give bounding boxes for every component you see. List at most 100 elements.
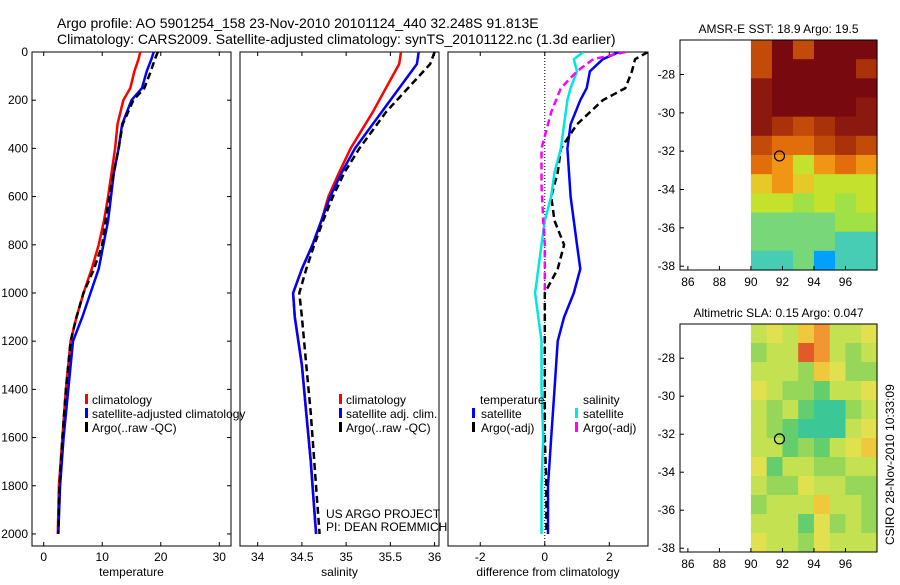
y-tick-label: 600: [8, 190, 28, 204]
heatmap-cell: [813, 250, 836, 271]
salinity-plot-frame: [239, 51, 440, 547]
timestamp-stamp: CSIRO 28-Nov-2010 10:33:09: [883, 384, 897, 545]
legend-swatch-argo: [85, 422, 88, 432]
heatmap-cell: [798, 438, 815, 458]
y-tick-label: -38: [658, 541, 676, 555]
series-line-temperature-argo-adj: [543, 52, 648, 534]
heatmap-cell: [855, 231, 878, 252]
salinity-panel: 34 34.5 35 35.5 36 salinity: [239, 51, 442, 579]
heatmap-cell: [771, 135, 794, 156]
heatmap-cell: [855, 78, 878, 99]
pi-credit: PI: DEAN ROEMMICH: [326, 520, 447, 534]
heatmap-cell: [845, 533, 862, 553]
heatmap-cell: [750, 193, 773, 214]
x-tick-label: 96: [839, 557, 853, 571]
heatmap-cell: [766, 362, 784, 382]
heatmap-cell: [792, 97, 815, 118]
y-tick-label: 1400: [1, 382, 28, 396]
heatmap-cell: [845, 343, 862, 363]
heatmap-cell: [845, 362, 862, 382]
x-tick-label: -2: [475, 550, 486, 564]
heatmap-cell: [855, 212, 878, 233]
legend-label-temp-satellite: satellite: [481, 407, 522, 421]
heatmap-cell: [766, 381, 784, 401]
heatmap-cell: [792, 250, 815, 271]
heatmap-cell: [771, 193, 794, 214]
heatmap-cell: [798, 324, 815, 344]
series-line-salinity-satellite: [533, 52, 585, 534]
heatmap-cell: [782, 419, 799, 439]
heatmap-cell: [813, 97, 836, 118]
x-tick-label: 20: [154, 550, 168, 564]
heatmap-cell: [829, 438, 847, 458]
heatmap-cell: [834, 116, 857, 137]
heatmap-cell: [813, 533, 831, 553]
x-tick-label: 35.5: [379, 550, 403, 564]
heatmap-cell: [845, 324, 862, 344]
heatmap-cell: [834, 250, 857, 271]
heatmap-cell: [813, 155, 836, 175]
heatmap-cell: [829, 362, 847, 382]
heatmap-cell: [750, 457, 768, 477]
heatmap-cell: [750, 231, 773, 252]
heatmap-cell: [750, 343, 768, 363]
heatmap-cell: [861, 476, 878, 496]
heatmap-cell: [813, 116, 836, 137]
heatmap-cell: [861, 533, 878, 553]
heatmap-cell: [855, 193, 878, 214]
y-tick-label: -30: [658, 389, 676, 403]
heatmap-cell: [792, 193, 815, 214]
heatmap-cell: [771, 250, 794, 271]
heatmap-cell: [861, 419, 878, 439]
heatmap-cell: [750, 419, 768, 439]
legend-label-argo: Argo(..raw -QC): [346, 421, 431, 435]
heatmap-cell: [855, 97, 878, 118]
salinity-series-group: [291, 52, 436, 535]
y-tick-label: -32: [658, 427, 676, 441]
heatmap-cell: [798, 495, 815, 515]
x-tick-label: 94: [807, 275, 821, 289]
legend-label-satellite: satellite-adjusted climatology: [92, 407, 245, 421]
x-tick-label: 92: [776, 557, 790, 571]
x-tick-label: 2: [606, 550, 613, 564]
y-tick-label: -36: [658, 503, 676, 517]
heatmap-cell: [845, 381, 862, 401]
heatmap-cell: [829, 457, 847, 477]
heatmap-cell: [855, 174, 878, 194]
heatmap-cell: [829, 324, 847, 344]
heatmap-cell: [845, 476, 862, 496]
heatmap-cell: [829, 533, 847, 553]
legend-label-sal-satellite: satellite: [583, 407, 624, 421]
heatmap-cell: [750, 381, 768, 401]
heatmap-cell: [750, 533, 768, 553]
legend-label-argo: Argo(..raw -QC): [92, 421, 177, 435]
heatmap-cell: [792, 59, 815, 79]
heatmap-cell: [813, 381, 831, 401]
heatmap-cell: [750, 59, 773, 79]
sla-map-cells: [750, 324, 878, 553]
legend-swatch-sal-argo: [575, 422, 578, 432]
heatmap-cell: [771, 174, 794, 194]
y-tick-label: 800: [8, 238, 28, 252]
heatmap-cell: [782, 533, 799, 553]
heatmap-cell: [798, 514, 815, 534]
temperature-x-axis-label: temperature: [99, 565, 164, 579]
series-line-climatology: [56, 52, 142, 535]
heatmap-cell: [766, 533, 784, 553]
heatmap-cell: [829, 514, 847, 534]
heatmap-cell: [798, 381, 815, 401]
heatmap-cell: [829, 476, 847, 496]
legend-swatch-climatology: [339, 394, 342, 404]
heatmap-cell: [861, 438, 878, 458]
heatmap-cell: [798, 362, 815, 382]
heatmap-cell: [855, 59, 878, 79]
heatmap-cell: [750, 514, 768, 534]
heatmap-cell: [861, 381, 878, 401]
y-tick-label: -32: [658, 144, 676, 158]
heatmap-cell: [782, 362, 799, 382]
salinity-legend: climatology satellite adj. clim. Argo(..…: [339, 393, 437, 435]
temperature-plot-frame: [31, 51, 232, 547]
heatmap-cell: [834, 212, 857, 233]
